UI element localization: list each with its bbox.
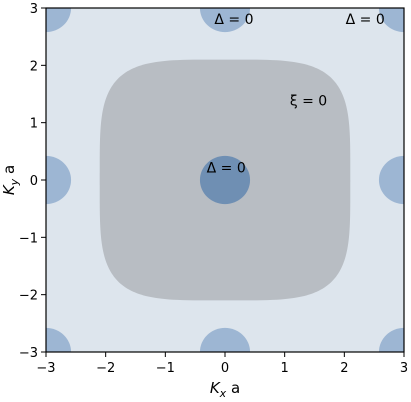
gap-node-top-label: Δ = 0 bbox=[214, 12, 253, 28]
x-tick-label: 3 bbox=[400, 361, 408, 376]
gap-node-right bbox=[378, 155, 404, 205]
gap-node-bottom bbox=[199, 327, 251, 352]
x-axis-label: Kx a bbox=[210, 379, 240, 400]
gap-node-top-right bbox=[378, 8, 404, 33]
y-tick-label: 3 bbox=[30, 2, 38, 17]
gap-node-top-right-label: Δ = 0 bbox=[346, 12, 385, 28]
y-tick-label: 0 bbox=[30, 174, 38, 189]
x-tick-label: −2 bbox=[96, 361, 115, 376]
y-tick-label: −3 bbox=[19, 346, 38, 361]
y-tick-label: 1 bbox=[30, 117, 38, 132]
gap-node-center-label: Δ = 0 bbox=[207, 161, 246, 177]
gap-node-top bbox=[199, 8, 251, 33]
gap-node-center bbox=[199, 155, 251, 205]
y-tick-label: 2 bbox=[30, 59, 38, 74]
y-tick-label: −2 bbox=[19, 289, 38, 304]
x-tick-label: 0 bbox=[221, 361, 229, 376]
x-tick-label: 1 bbox=[281, 361, 289, 376]
gap-node-bottom-left bbox=[46, 327, 72, 352]
x-tick-label: −3 bbox=[36, 361, 55, 376]
y-tick-label: −1 bbox=[19, 231, 38, 246]
gap-node-left bbox=[46, 155, 72, 205]
fermi-surface-region-label: ξ = 0 bbox=[290, 93, 327, 109]
gap-node-bottom-right bbox=[378, 327, 404, 352]
y-axis-label: Ky a bbox=[0, 165, 21, 195]
gap-node-top-left bbox=[46, 8, 72, 33]
x-tick-label: −1 bbox=[156, 361, 175, 376]
x-tick-label: 2 bbox=[340, 361, 348, 376]
